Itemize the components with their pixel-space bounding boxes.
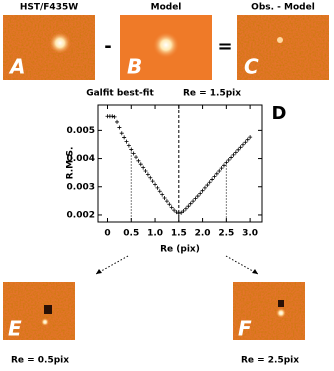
data-point [205, 183, 210, 188]
panel-header: HST/F435W [20, 3, 78, 13]
data-point [150, 179, 155, 184]
data-point [172, 208, 177, 213]
data-point [198, 191, 203, 196]
data-point [174, 210, 179, 215]
x-tick-label: 1.0 [147, 229, 163, 239]
data-point [119, 131, 124, 136]
panel-b: B [120, 15, 212, 80]
data-point [238, 145, 243, 150]
x-tick-label: 3.0 [242, 229, 258, 239]
y-tick-label: 0.002 [67, 210, 95, 220]
y-tick-label: 0.005 [67, 126, 95, 136]
panel-header: Model [151, 3, 182, 13]
data-point [117, 125, 122, 130]
panel-header: Obs. - Model [251, 3, 315, 13]
arrow [225, 255, 259, 275]
data-point [110, 114, 115, 119]
data-point [157, 189, 162, 194]
plot-frame [97, 104, 263, 223]
panel-letter: E [8, 317, 22, 341]
data-point [219, 166, 224, 171]
data-point [207, 180, 212, 185]
panel-caption: Re = 0.5pix [11, 356, 69, 366]
operator: = [217, 36, 232, 57]
data-point [155, 185, 160, 190]
panel-letter: D [272, 103, 287, 124]
y-tick-label: 0.003 [67, 182, 95, 192]
data-point [131, 151, 136, 156]
panel-a: A [3, 15, 95, 80]
chart-title: Galfit best-fit [86, 89, 154, 99]
y-tick-label: 0.004 [67, 154, 95, 164]
data-point [112, 114, 117, 119]
data-point [141, 165, 146, 170]
panel-letter: B [127, 55, 142, 79]
data-point [115, 119, 120, 124]
data-point [200, 188, 205, 193]
operator: - [104, 36, 111, 57]
data-point [229, 155, 234, 160]
data-point [181, 209, 186, 214]
data-point [248, 135, 253, 140]
data-point [160, 192, 165, 197]
data-point [217, 168, 222, 173]
panel-letter: C [244, 55, 259, 79]
data-point [245, 137, 250, 142]
data-point [169, 205, 174, 210]
arrow-head [96, 269, 102, 274]
data-point [122, 135, 127, 140]
arrow-head [252, 269, 258, 274]
data-point [145, 172, 150, 177]
arrow [95, 255, 129, 275]
data-point [188, 201, 193, 206]
data-point [193, 196, 198, 201]
panel-letter: A [8, 55, 25, 79]
x-axis-label: Re (pix) [160, 245, 200, 255]
data-point [126, 143, 131, 148]
data-point [179, 210, 184, 215]
data-point [129, 147, 134, 152]
data-point [195, 194, 200, 199]
data-point [136, 158, 141, 163]
data-point [148, 175, 153, 180]
x-tick-label: 2.0 [195, 229, 211, 239]
x-tick-label: 2.5 [218, 229, 234, 239]
data-point [231, 152, 236, 157]
data-point [134, 155, 139, 160]
data-point [212, 174, 217, 179]
panel-caption: Re = 2.5pix [241, 356, 299, 366]
data-point [183, 206, 188, 211]
data-point [221, 163, 226, 168]
data-point [176, 211, 181, 216]
data-point [164, 199, 169, 204]
panel-e: E [3, 282, 75, 341]
data-point [243, 140, 248, 145]
data-point [143, 168, 148, 173]
y-axis-label: R.M.S. [66, 147, 76, 180]
data-point [226, 157, 231, 162]
panel-c: C [237, 15, 329, 80]
data-point [186, 204, 191, 209]
data-point [224, 160, 229, 165]
data-point [210, 177, 215, 182]
data-point [233, 150, 238, 155]
plot: 0 0.5 1.0 1.5 2.0 2.5 3.0 0.002 0.003 0.004 0.005 [67, 105, 262, 239]
data-point [153, 182, 158, 187]
x-tick-label: 0.5 [123, 229, 139, 239]
data-point [214, 171, 219, 176]
data-point [162, 196, 167, 201]
data-point [124, 139, 129, 144]
data-point [202, 185, 207, 190]
data-point [167, 202, 172, 207]
data-point [236, 147, 241, 152]
annotation: Re = 1.5pix [183, 89, 241, 99]
data-point [138, 162, 143, 167]
x-tick-label: 0 [104, 229, 110, 239]
data-point [191, 199, 196, 204]
x-tick-label: 1.5 [171, 229, 187, 239]
panel-f: F [233, 282, 305, 341]
panel-letter: F [238, 317, 252, 341]
data-point [240, 142, 245, 147]
